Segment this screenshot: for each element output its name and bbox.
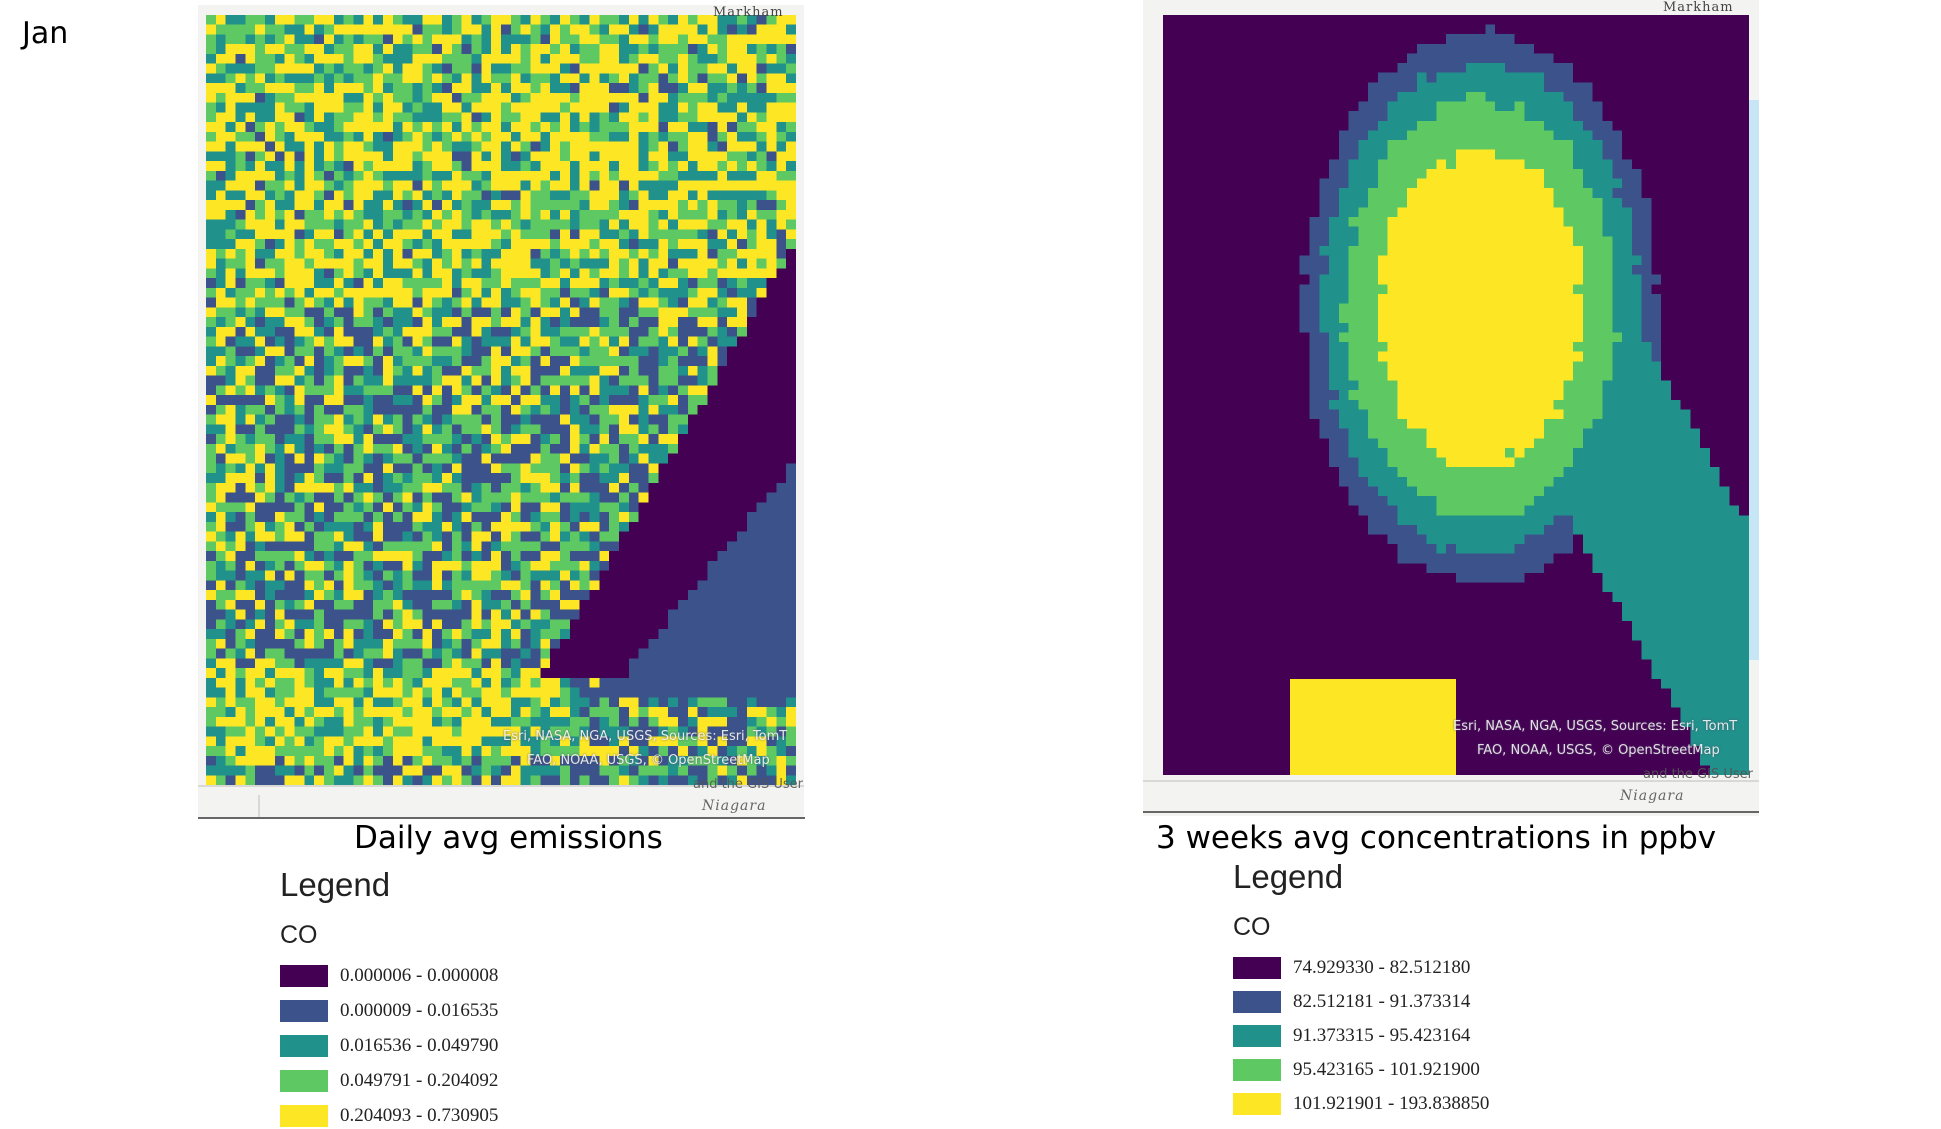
emissions-map: Markham Niagara Esri, NASA, NGA, USGS, S… <box>198 5 804 819</box>
legend-swatch <box>1233 1093 1281 1115</box>
legend-swatch <box>280 1000 328 1022</box>
legend-swatch <box>280 1070 328 1092</box>
legend-item: 101.921901 - 193.838850 <box>1233 1091 1489 1117</box>
legend-swatch <box>1233 1059 1281 1081</box>
map-attribution: Esri, NASA, NGA, USGS, Sources: Esri, To… <box>1453 719 1753 782</box>
legend-item: 74.929330 - 82.512180 <box>1233 955 1470 981</box>
map-place-label-bottom: Niagara <box>702 798 767 814</box>
legend-item-label: 0.049791 - 0.204092 <box>340 1070 499 1091</box>
legend-item: 91.373315 - 95.423164 <box>1233 1023 1470 1049</box>
legend-item: 95.423165 - 101.921900 <box>1233 1057 1480 1083</box>
legend-title: Legend <box>280 866 391 903</box>
legend-item-label: 74.929330 - 82.512180 <box>1293 957 1471 978</box>
emissions-raster <box>206 15 796 785</box>
map-place-label-top: Markham <box>1663 0 1734 15</box>
legend-item-label: 0.000009 - 0.016535 <box>340 1000 499 1021</box>
legend-item: 0.000009 - 0.016535 <box>280 998 498 1024</box>
legend-variable: CO <box>1233 913 1271 941</box>
legend-swatch <box>280 965 328 987</box>
legend-item-label: 95.423165 - 101.921900 <box>1293 1059 1480 1080</box>
legend-title: Legend <box>1233 858 1344 895</box>
water-edge <box>1748 100 1759 660</box>
concentration-map: Markham Niagara Esri, NASA, NGA, USGS, S… <box>1143 0 1759 816</box>
legend-item-label: 0.016536 - 0.049790 <box>340 1035 499 1056</box>
map-baseline <box>198 817 805 819</box>
concentration-raster <box>1163 15 1749 775</box>
legend-swatch <box>1233 991 1281 1013</box>
concentration-caption: 3 weeks avg concentrations in ppbv <box>1156 820 1717 856</box>
legend-item: 0.016536 - 0.049790 <box>280 1033 498 1059</box>
legend-item-label: 0.204093 - 0.730905 <box>340 1105 499 1126</box>
legend-item: 0.204093 - 0.730905 <box>280 1103 498 1129</box>
emissions-caption: Daily avg emissions <box>354 820 663 856</box>
legend-item: 0.049791 - 0.204092 <box>280 1068 498 1094</box>
legend-item: 0.000006 - 0.000008 <box>280 963 498 989</box>
legend-item-label: 91.373315 - 95.423164 <box>1293 1025 1471 1046</box>
legend-variable: CO <box>280 921 318 949</box>
map-baseline <box>1143 811 1759 813</box>
legend-swatch <box>280 1105 328 1127</box>
legend-item: 82.512181 - 91.373314 <box>1233 989 1470 1015</box>
map-place-label-top: Markham <box>713 5 784 20</box>
legend-swatch <box>280 1035 328 1057</box>
legend-item-label: 101.921901 - 193.838850 <box>1293 1093 1490 1114</box>
legend-item-label: 0.000006 - 0.000008 <box>340 965 499 986</box>
map-place-label-bottom: Niagara <box>1620 788 1685 804</box>
legend-swatch <box>1233 1025 1281 1047</box>
legend-item-label: 82.512181 - 91.373314 <box>1293 991 1471 1012</box>
map-attribution: Esri, NASA, NGA, USGS, Sources: Esri, To… <box>503 729 803 792</box>
month-label: Jan <box>22 16 69 51</box>
legend-swatch <box>1233 957 1281 979</box>
